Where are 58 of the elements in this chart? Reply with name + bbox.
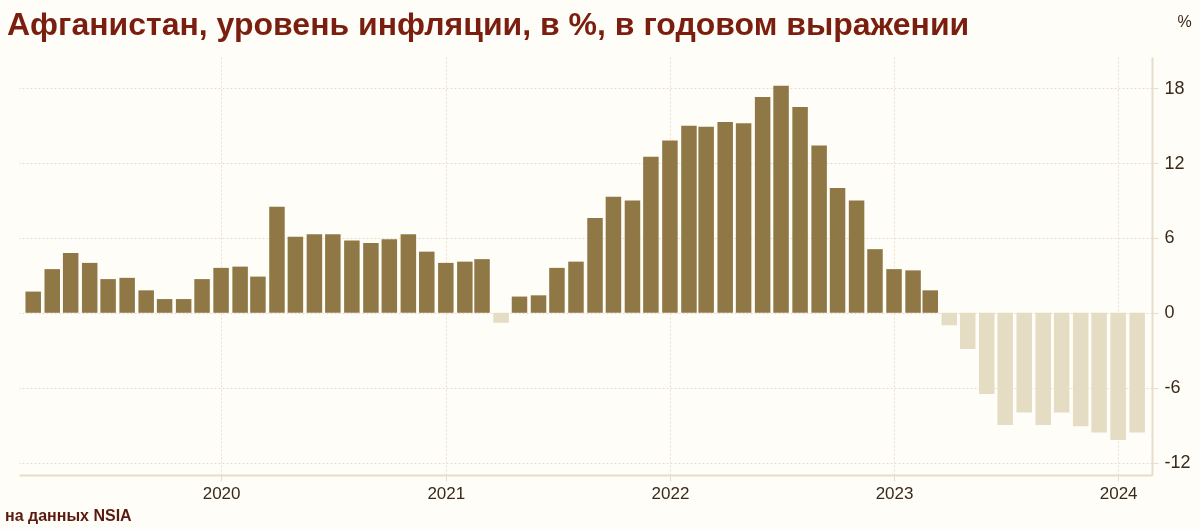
- bar: [811, 145, 827, 313]
- bar: [138, 290, 154, 313]
- bar: [568, 261, 584, 313]
- bar: [511, 296, 528, 313]
- text: на данных NSIA: [5, 507, 133, 524]
- bar: [922, 290, 939, 313]
- bar: [419, 251, 435, 313]
- x-tick-label: 2021: [427, 483, 466, 503]
- chart-title: Афганистан, уровень инфляции, в %, в годовом выражении: [7, 6, 970, 42]
- x-tick-label: 2020: [202, 483, 241, 503]
- bar: [829, 188, 846, 313]
- y-tick-label: -6: [1164, 377, 1181, 398]
- bar: [848, 200, 865, 313]
- bar: [344, 240, 360, 313]
- y-tick-label: 18: [1164, 77, 1185, 98]
- y-tick-label: 12: [1164, 152, 1185, 173]
- y-tick-label: 0: [1164, 302, 1175, 323]
- bar: [754, 96, 771, 313]
- bar: [662, 140, 678, 313]
- bar: [119, 277, 135, 313]
- bar: [25, 291, 41, 313]
- bar: [194, 279, 210, 313]
- bar: [438, 262, 454, 313]
- bar: [773, 85, 789, 313]
- bar: [717, 121, 733, 313]
- x-tick-label: 2022: [651, 483, 690, 503]
- bar: [250, 276, 266, 313]
- bar: [792, 106, 808, 313]
- bar: [100, 279, 116, 313]
- y-axis-title: %: [1177, 12, 1192, 30]
- bar: [269, 206, 285, 313]
- bar: [643, 156, 659, 313]
- bar: [530, 295, 547, 313]
- bar: [44, 269, 60, 313]
- bar: [363, 242, 379, 313]
- bar: [905, 270, 921, 313]
- bar: [587, 217, 603, 313]
- bar: [549, 267, 565, 313]
- bar: [735, 123, 752, 313]
- bar: [287, 236, 304, 313]
- bar: [325, 234, 341, 313]
- x-tick-label: 2023: [875, 483, 914, 503]
- bar: [605, 196, 622, 313]
- bar: [175, 299, 192, 313]
- y-tick-label: 6: [1164, 227, 1175, 248]
- bar: [306, 234, 323, 313]
- bar: [400, 234, 417, 313]
- bar: [886, 269, 902, 313]
- bar: [81, 262, 98, 313]
- bar: [62, 252, 79, 313]
- bar: [213, 267, 229, 313]
- bar: [381, 239, 398, 313]
- bar: [624, 200, 641, 313]
- x-tick-label: 2024: [1099, 483, 1138, 503]
- y-tick-label: -12: [1164, 452, 1191, 473]
- bar: [232, 266, 248, 313]
- bar: [156, 299, 173, 313]
- bar: [867, 249, 883, 313]
